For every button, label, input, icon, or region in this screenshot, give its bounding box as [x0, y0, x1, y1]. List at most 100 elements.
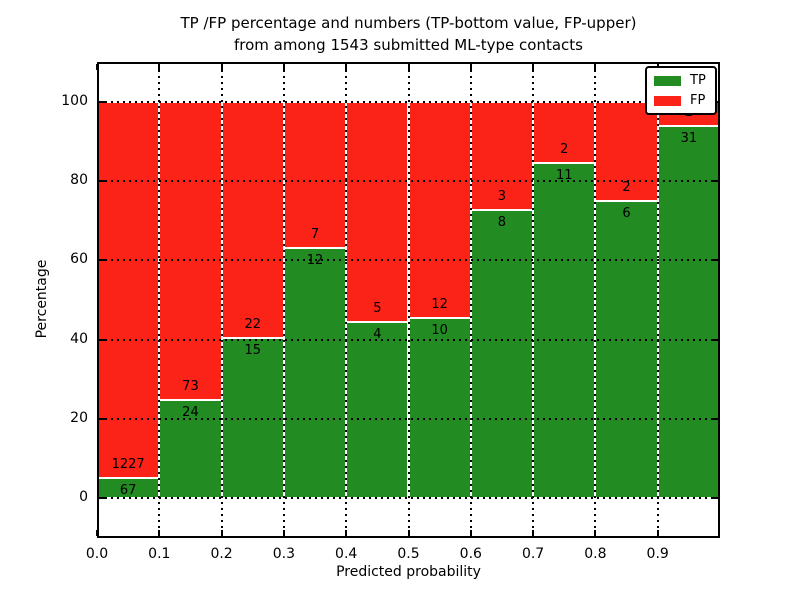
y-axis-label: Percentage	[34, 259, 50, 339]
x-tick-mark	[96, 530, 98, 536]
bar-segment-fp	[283, 101, 347, 248]
bar-segment-fp	[408, 101, 471, 319]
bar-segment-fp	[97, 101, 160, 478]
x-tick-mark	[594, 530, 597, 536]
legend: TP FP	[645, 66, 717, 115]
bar-value-label-tp: 12	[306, 252, 324, 268]
y-tick-mark	[99, 418, 105, 420]
y-tick-label: 60	[70, 251, 88, 268]
bar-value-label-tp: 31	[680, 130, 698, 146]
bar-segment-fp	[533, 101, 596, 163]
gridline-vertical	[158, 64, 161, 536]
x-tick-mark-top	[407, 64, 410, 70]
bar-value-label-fp: 2	[622, 179, 631, 195]
x-tick-mark	[345, 530, 348, 536]
gridline-vertical	[469, 64, 472, 536]
y-tick-mark	[99, 338, 105, 341]
bar-segment-fp	[159, 101, 222, 401]
x-tick-label: 0.1	[148, 546, 171, 562]
x-tick-mark-top	[594, 64, 597, 70]
bar-value-label-tp: 6	[622, 205, 631, 221]
x-tick-mark	[220, 530, 223, 536]
x-tick-mark-top	[220, 64, 223, 70]
bar-value-label-fp: 73	[182, 379, 199, 395]
bar-segment-tp	[533, 162, 596, 499]
bar-segment-tp	[283, 247, 347, 499]
bar-segment-fp	[595, 101, 658, 201]
x-tick-mark	[158, 530, 161, 536]
bar-segment-tp	[470, 209, 534, 499]
x-tick-label: 0.7	[521, 546, 545, 562]
x-tick-label: 0.0	[85, 546, 109, 562]
bar-value-label-tp: 24	[182, 405, 199, 421]
legend-swatch-fp-icon	[654, 95, 681, 106]
bar-segment-fp	[346, 101, 409, 323]
y-tick-mark-right	[712, 338, 718, 341]
bar-value-label-tp: 4	[373, 327, 382, 343]
y-tick-mark-right	[712, 497, 718, 500]
y-tick-mark-right	[712, 418, 718, 420]
x-tick-mark	[532, 530, 535, 536]
x-tick-mark	[407, 530, 410, 536]
bar-value-label-fp: 22	[244, 316, 262, 332]
legend-swatch-tp-icon	[654, 75, 681, 86]
legend-item-fp: FP	[654, 93, 706, 108]
x-tick-mark-top	[158, 64, 161, 70]
x-tick-mark-top	[282, 64, 285, 70]
x-tick-label: 0.9	[646, 546, 669, 562]
y-tick-mark	[99, 180, 105, 182]
y-tick-label: 40	[70, 330, 88, 347]
bar-value-label-fp: 12	[431, 297, 448, 313]
x-tick-label: 0.6	[459, 546, 482, 562]
y-tick-label: 100	[61, 92, 88, 109]
x-tick-mark	[469, 530, 472, 536]
x-tick-label: 0.5	[397, 546, 420, 562]
gridline-vertical	[407, 64, 410, 536]
bar-value-label-fp: 7	[310, 226, 320, 242]
bar-value-label-tp: 10	[431, 323, 448, 339]
x-tick-mark	[656, 530, 659, 536]
x-tick-mark-top	[345, 64, 348, 70]
bar-segment-tp	[595, 200, 658, 499]
legend-label-tp: TP	[690, 73, 706, 88]
gridline-vertical	[345, 64, 348, 536]
gridline-vertical	[532, 64, 535, 536]
bar-segment-tp	[346, 322, 409, 499]
chart-title-line2: from among 1543 submitted ML-type contac…	[234, 36, 583, 54]
chart-title-line1: TP /FP percentage and numbers (TP-bottom…	[180, 14, 637, 32]
bar-segment-tp	[408, 318, 471, 499]
y-tick-mark	[99, 259, 105, 262]
bar-value-label-tp: 11	[555, 167, 573, 183]
bar-segment-tp	[657, 125, 720, 499]
x-axis-label: Predicted probability	[336, 564, 481, 580]
x-tick-mark-top	[469, 64, 472, 70]
bar-value-label-fp: 3	[497, 188, 507, 204]
gridline-vertical	[656, 64, 659, 536]
legend-label-fp: FP	[690, 93, 706, 108]
x-tick-label: 0.4	[335, 546, 358, 562]
gridline-vertical	[282, 64, 285, 536]
y-tick-label: 0	[79, 489, 88, 506]
bar-segment-fp	[221, 101, 284, 338]
x-tick-mark	[282, 530, 285, 536]
x-tick-mark-top	[532, 64, 535, 70]
x-tick-label: 0.2	[210, 546, 233, 562]
bar-value-label-fp: 1227	[111, 456, 145, 472]
x-tick-label: 0.3	[272, 546, 296, 562]
x-tick-label: 0.8	[584, 546, 607, 562]
bar-value-label-tp: 67	[119, 482, 137, 498]
y-tick-mark-right	[712, 180, 718, 182]
y-tick-mark	[99, 497, 105, 500]
y-tick-label: 20	[70, 410, 88, 426]
bar-value-label-fp: 5	[373, 301, 382, 317]
gridline-vertical	[220, 64, 223, 536]
y-tick-mark-right	[712, 259, 718, 262]
bar-value-label-tp: 15	[244, 342, 262, 358]
gridline-vertical	[594, 64, 597, 536]
chart-title: TP /FP percentage and numbers (TP-bottom…	[97, 12, 720, 56]
legend-item-tp: TP	[654, 73, 706, 88]
y-tick-label: 80	[70, 172, 88, 188]
y-tick-mark	[99, 100, 105, 103]
x-tick-mark-top	[96, 64, 98, 70]
